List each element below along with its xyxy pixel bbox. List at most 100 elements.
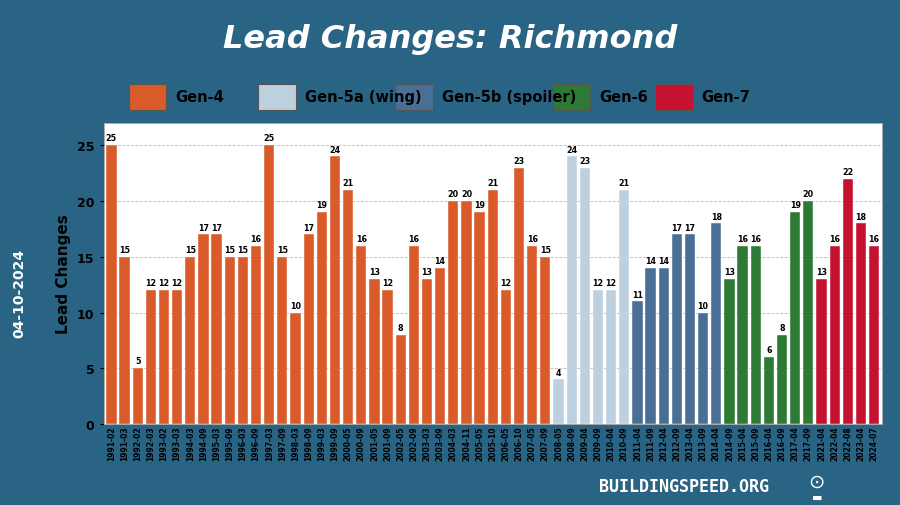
Text: 19: 19: [316, 201, 328, 210]
Bar: [396, 335, 406, 424]
Text: Gen-5b (spoiler): Gen-5b (spoiler): [442, 90, 576, 105]
Bar: [554, 380, 563, 424]
Bar: [264, 146, 274, 424]
Text: 21: 21: [487, 179, 499, 188]
Text: 16: 16: [526, 234, 537, 243]
Text: 17: 17: [671, 223, 682, 232]
Text: 17: 17: [303, 223, 314, 232]
Text: 12: 12: [158, 279, 169, 288]
Text: 16: 16: [751, 234, 761, 243]
Bar: [698, 313, 708, 424]
Text: 11: 11: [632, 290, 643, 299]
Bar: [185, 257, 195, 424]
Bar: [251, 246, 261, 424]
Text: ▬: ▬: [812, 492, 822, 502]
Bar: [435, 268, 446, 424]
Bar: [448, 201, 458, 424]
Bar: [606, 291, 616, 424]
Text: 12: 12: [172, 279, 183, 288]
Bar: [488, 190, 498, 424]
Text: 14: 14: [645, 257, 656, 266]
Bar: [225, 257, 235, 424]
Bar: [120, 257, 130, 424]
Bar: [291, 313, 301, 424]
Bar: [803, 201, 814, 424]
Text: 14: 14: [658, 257, 670, 266]
Bar: [869, 246, 879, 424]
Text: 17: 17: [685, 223, 696, 232]
Bar: [422, 280, 432, 424]
Text: 15: 15: [184, 245, 196, 255]
Bar: [816, 280, 826, 424]
Bar: [527, 246, 537, 424]
Bar: [659, 268, 669, 424]
Text: 13: 13: [421, 268, 433, 277]
Text: 22: 22: [842, 168, 853, 177]
Text: 16: 16: [868, 234, 879, 243]
Text: 10: 10: [698, 301, 708, 310]
Bar: [856, 224, 866, 424]
Bar: [711, 224, 722, 424]
Bar: [474, 213, 485, 424]
Text: 12: 12: [382, 279, 393, 288]
Text: 15: 15: [540, 245, 551, 255]
Bar: [830, 246, 840, 424]
Text: 13: 13: [369, 268, 380, 277]
Bar: [566, 157, 577, 424]
Text: 25: 25: [106, 134, 117, 143]
Text: 04-10-2024: 04-10-2024: [13, 248, 27, 337]
Text: 24: 24: [566, 145, 577, 155]
Text: ⊙: ⊙: [808, 472, 825, 491]
Text: 25: 25: [264, 134, 274, 143]
Bar: [790, 213, 800, 424]
Bar: [777, 335, 788, 424]
Bar: [317, 213, 327, 424]
Bar: [514, 168, 524, 424]
Text: 12: 12: [592, 279, 604, 288]
Text: 10: 10: [290, 301, 301, 310]
Text: 8: 8: [398, 323, 403, 332]
Text: 5: 5: [135, 357, 140, 366]
Bar: [737, 246, 748, 424]
Text: 23: 23: [514, 157, 525, 166]
Text: 16: 16: [829, 234, 841, 243]
Text: 16: 16: [356, 234, 366, 243]
Text: 18: 18: [855, 212, 867, 221]
Bar: [645, 268, 656, 424]
Bar: [172, 291, 183, 424]
Text: 19: 19: [474, 201, 485, 210]
Text: 12: 12: [606, 279, 616, 288]
Text: BUILDINGSPEED.ORG: BUILDINGSPEED.ORG: [599, 477, 769, 495]
Text: 16: 16: [250, 234, 262, 243]
Bar: [303, 235, 314, 424]
Text: 14: 14: [435, 257, 446, 266]
Bar: [356, 246, 366, 424]
Bar: [277, 257, 287, 424]
FancyBboxPatch shape: [129, 84, 166, 111]
Bar: [159, 291, 169, 424]
Text: 21: 21: [343, 179, 354, 188]
Text: 24: 24: [329, 145, 340, 155]
Text: 18: 18: [711, 212, 722, 221]
Text: 6: 6: [766, 345, 771, 355]
Bar: [633, 302, 643, 424]
Bar: [329, 157, 340, 424]
Text: Gen-4: Gen-4: [175, 90, 224, 105]
Text: Gen-5a (wing): Gen-5a (wing): [305, 90, 421, 105]
Text: 17: 17: [212, 223, 222, 232]
Bar: [593, 291, 603, 424]
Bar: [764, 358, 774, 424]
Text: 15: 15: [277, 245, 288, 255]
Text: Gen-7: Gen-7: [702, 90, 751, 105]
Bar: [685, 235, 695, 424]
Bar: [132, 369, 143, 424]
Text: 19: 19: [789, 201, 801, 210]
Bar: [382, 291, 392, 424]
Text: 20: 20: [447, 190, 459, 199]
Text: Gen-6: Gen-6: [599, 90, 648, 105]
Text: 13: 13: [816, 268, 827, 277]
Text: Lead Changes: Richmond: Lead Changes: Richmond: [223, 24, 677, 55]
Bar: [146, 291, 156, 424]
Bar: [409, 246, 419, 424]
Bar: [106, 146, 116, 424]
